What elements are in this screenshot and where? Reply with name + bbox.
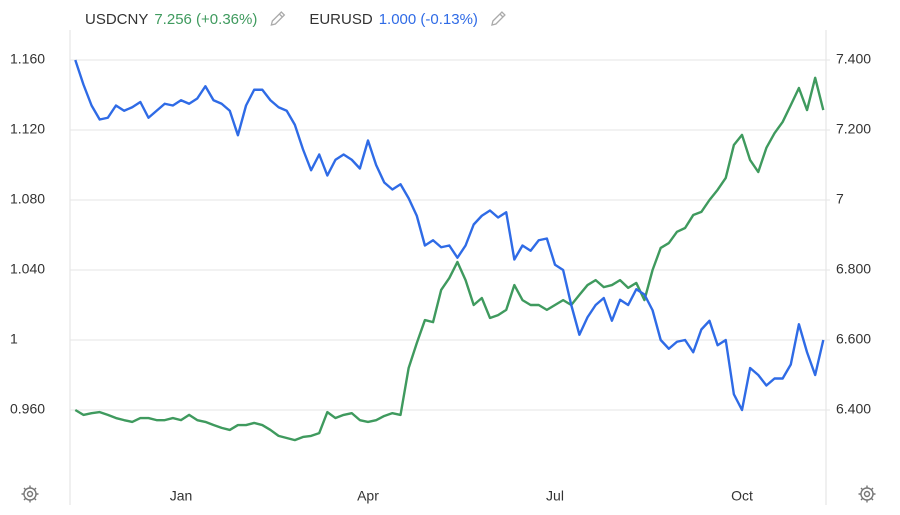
gear-teeth (858, 485, 876, 503)
y-tick-label: 1.080 (10, 191, 45, 207)
gear-ring (860, 487, 874, 501)
y2-tick-label: 7 (836, 191, 844, 207)
x-tick-label: Oct (731, 488, 753, 504)
series-line (74, 59, 825, 412)
y2-tick-label: 7.400 (836, 51, 871, 67)
y-tick-label: 1 (10, 331, 18, 347)
gear-ring (23, 487, 37, 501)
series-line (74, 76, 825, 442)
y2-tick-label: 6.400 (836, 401, 871, 417)
y2-tick-label: 6.600 (836, 331, 871, 347)
x-tick-label: Jul (546, 488, 564, 504)
y-tick-label: 1.160 (10, 51, 45, 67)
y2-tick-label: 6.800 (836, 261, 871, 277)
legend: USDCNY 7.256 (+0.36%) EURUSD 1.000 (-0.13%) (72, 5, 572, 35)
edit-icon[interactable] (270, 11, 286, 26)
y-tick-label: 0.960 (10, 401, 45, 417)
y-tick-label: 1.120 (10, 121, 45, 137)
x-tick-label: Jan (170, 488, 193, 504)
pencil (491, 11, 506, 26)
edit-icon[interactable] (491, 11, 506, 26)
y-tick-label: 1.040 (10, 261, 45, 277)
x-tick-label: Apr (357, 488, 379, 504)
gear-teeth (21, 485, 39, 503)
legend-name: USDCNY (85, 11, 148, 28)
gear-hub (26, 490, 34, 498)
legend-value: 7.256 (+0.36%) (154, 11, 257, 28)
pencil (270, 11, 286, 26)
settings-right[interactable] (858, 485, 876, 503)
y2-tick-label: 7.200 (836, 121, 871, 137)
legend-name: EURUSD (309, 11, 373, 28)
legend-value: 1.000 (-0.13%) (379, 11, 478, 28)
gear-hub (863, 490, 871, 498)
settings-left[interactable] (21, 485, 39, 503)
legend-bg (72, 5, 572, 35)
